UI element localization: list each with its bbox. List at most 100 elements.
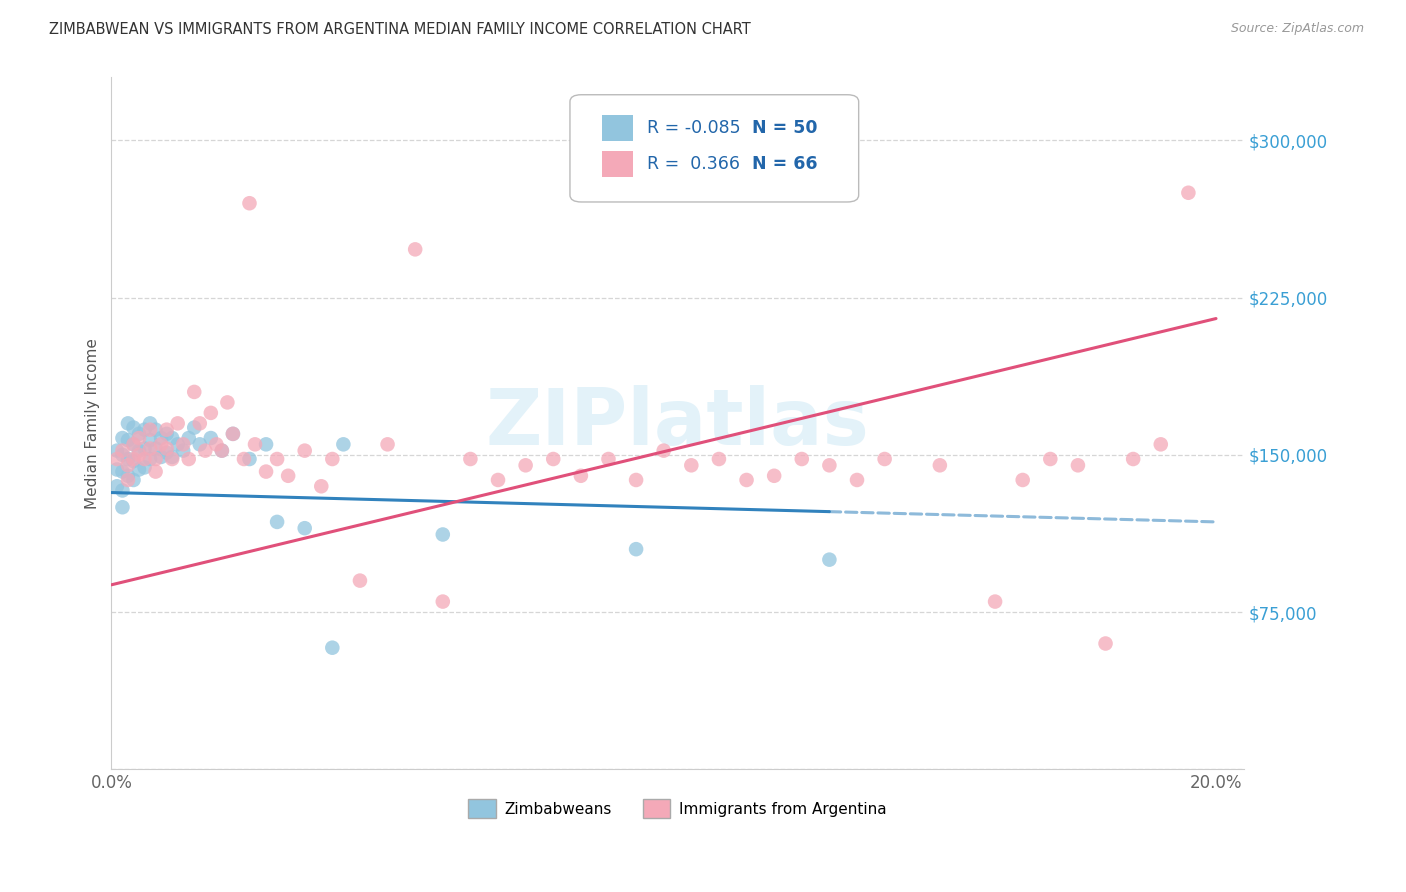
Point <box>105 479 128 493</box>
Point <box>217 395 239 409</box>
Point <box>160 450 183 464</box>
Point <box>205 437 228 451</box>
Point <box>652 443 675 458</box>
Point <box>111 483 134 498</box>
Point <box>188 437 211 451</box>
Text: R =  0.366: R = 0.366 <box>647 155 740 173</box>
Point <box>111 465 134 479</box>
Point <box>1094 636 1116 650</box>
Point <box>1039 452 1062 467</box>
Point <box>145 423 167 437</box>
Point <box>172 437 194 451</box>
Point <box>177 452 200 467</box>
Point <box>763 468 786 483</box>
Point <box>432 594 454 608</box>
Point <box>1122 452 1144 467</box>
Point <box>156 426 179 441</box>
Point <box>105 462 128 476</box>
Point <box>294 521 316 535</box>
Point <box>460 452 482 467</box>
Point <box>122 437 145 451</box>
Point <box>160 431 183 445</box>
Point <box>194 443 217 458</box>
Point <box>569 468 592 483</box>
Point <box>111 448 134 462</box>
Text: ZIMBABWEAN VS IMMIGRANTS FROM ARGENTINA MEDIAN FAMILY INCOME CORRELATION CHART: ZIMBABWEAN VS IMMIGRANTS FROM ARGENTINA … <box>49 22 751 37</box>
Point <box>266 452 288 467</box>
Legend: Zimbabweans, Immigrants from Argentina: Zimbabweans, Immigrants from Argentina <box>463 793 893 824</box>
Bar <box>602 151 633 178</box>
Point <box>266 515 288 529</box>
Text: N = 50: N = 50 <box>752 119 818 137</box>
Point <box>200 406 222 420</box>
Point <box>238 452 260 467</box>
Point <box>122 473 145 487</box>
Point <box>349 574 371 588</box>
Point <box>139 452 162 467</box>
Point <box>735 473 758 487</box>
Point <box>122 454 145 468</box>
Point <box>156 446 179 460</box>
Point <box>311 479 333 493</box>
Point <box>598 452 620 467</box>
Point <box>211 443 233 458</box>
Point <box>105 452 128 467</box>
Point <box>117 468 139 483</box>
Point <box>183 420 205 434</box>
Point <box>984 594 1007 608</box>
Text: R = -0.085: R = -0.085 <box>647 119 741 137</box>
Point <box>873 452 896 467</box>
Point <box>243 437 266 451</box>
Point <box>624 542 647 557</box>
Point <box>128 462 150 476</box>
Point <box>254 437 277 451</box>
Point <box>156 423 179 437</box>
Point <box>122 437 145 451</box>
Point <box>160 452 183 467</box>
Point <box>150 431 173 445</box>
Point <box>707 452 730 467</box>
Point <box>211 443 233 458</box>
Point <box>1150 437 1173 451</box>
Point <box>681 458 703 473</box>
Point <box>111 443 134 458</box>
Point <box>404 243 426 257</box>
Point <box>111 500 134 515</box>
Point <box>238 196 260 211</box>
Point <box>134 452 156 467</box>
Point <box>321 452 343 467</box>
Point <box>139 423 162 437</box>
Point <box>122 452 145 467</box>
Point <box>790 452 813 467</box>
Point <box>377 437 399 451</box>
Point <box>134 460 156 475</box>
Point <box>188 417 211 431</box>
Point <box>134 442 156 456</box>
Point <box>818 458 841 473</box>
Point <box>128 448 150 462</box>
Point <box>321 640 343 655</box>
Point <box>156 442 179 456</box>
Point <box>139 442 162 456</box>
Point <box>177 431 200 445</box>
Point <box>139 433 162 447</box>
Point <box>515 458 537 473</box>
Point <box>150 450 173 464</box>
Point <box>818 552 841 566</box>
Point <box>150 437 173 451</box>
Text: Source: ZipAtlas.com: Source: ZipAtlas.com <box>1230 22 1364 36</box>
Point <box>846 473 869 487</box>
Point <box>222 426 245 441</box>
Point <box>139 417 162 431</box>
Point <box>122 420 145 434</box>
Point <box>128 443 150 458</box>
Point <box>166 437 188 451</box>
FancyBboxPatch shape <box>569 95 859 202</box>
Point <box>254 465 277 479</box>
Point <box>486 473 509 487</box>
Point <box>294 443 316 458</box>
Point <box>233 452 256 467</box>
Point <box>1067 458 1090 473</box>
Point <box>145 465 167 479</box>
Point <box>117 473 139 487</box>
